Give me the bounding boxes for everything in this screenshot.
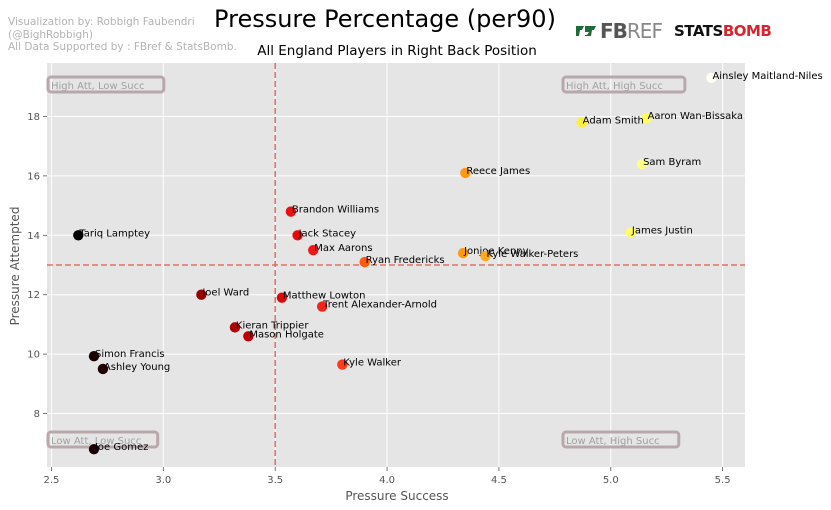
data-point xyxy=(316,301,328,312)
data-point-label: Reece James xyxy=(466,166,530,177)
data-point-label: James Justin xyxy=(631,225,693,236)
x-tick-label: 5.0 xyxy=(603,475,619,486)
data-point-label: Jonjoe Kenny xyxy=(463,246,529,257)
x-tick-label: 4.0 xyxy=(379,475,395,486)
y-axis-label: Pressure Attempted xyxy=(8,207,22,326)
data-point xyxy=(625,227,637,238)
data-point xyxy=(97,363,109,375)
quadrant-label-text: Low Att, Low Succ xyxy=(51,436,141,447)
y-tick-label: 14 xyxy=(27,231,40,242)
logos: FB REF STATSBOMB xyxy=(575,19,772,43)
chart-subtitle: All England Players in Right Back Positi… xyxy=(257,43,537,59)
statsbomb-logo-text-b: BOMB xyxy=(722,22,772,40)
data-point xyxy=(480,250,491,262)
x-tick-label: 3.5 xyxy=(267,475,283,486)
data-point xyxy=(359,256,370,268)
data-point-label: Joe Gomez xyxy=(94,442,148,453)
quadrant-label-box xyxy=(561,430,681,449)
credit-data-source: All Data Supported by : FBref & StatsBom… xyxy=(8,41,237,53)
y-tick-label: 18 xyxy=(27,112,40,123)
fbref-logo-text-a: FB xyxy=(600,19,628,43)
data-point xyxy=(457,247,469,259)
credits: Visualization by: Robbigh Faubendri (@Bi… xyxy=(8,16,237,54)
data-point-label: Simon Francis xyxy=(95,349,165,360)
y-tick-label: 16 xyxy=(27,171,40,182)
quadrant-label-high-att-high-succ: High Att, High Succ xyxy=(561,75,687,94)
data-point xyxy=(706,72,717,84)
data-point-label: Ainsley Maitland-Niles xyxy=(712,71,822,82)
quadrant-label-box xyxy=(46,430,160,449)
data-point-label: Aaron Wan-Bissaka xyxy=(648,111,743,122)
fbref-logo: FB REF xyxy=(575,19,663,43)
data-point xyxy=(196,289,207,300)
data-point-label: Kyle Walker-Peters xyxy=(486,249,578,260)
data-point xyxy=(641,112,652,124)
quadrant-label-text: High Att, Low Succ xyxy=(51,81,145,92)
data-point-label: Trent Alexander-Arnold xyxy=(322,300,437,311)
x-tick-label: 3.0 xyxy=(155,475,171,486)
data-point xyxy=(243,331,254,342)
data-point-label: Jack Stacey xyxy=(298,228,357,239)
data-point-label: Matthew Lowton xyxy=(283,291,366,302)
data-point xyxy=(308,244,319,256)
chart-title: Pressure Percentage (per90) xyxy=(214,5,556,33)
data-point xyxy=(229,322,241,333)
data-point-label: Ryan Fredericks xyxy=(366,255,445,266)
y-tick-label: 8 xyxy=(34,409,40,420)
x-tick-label: 2.5 xyxy=(44,475,60,486)
quadrant-label-low-att-high-succ: Low Att, High Succ xyxy=(561,430,681,449)
data-point xyxy=(73,230,84,241)
quadrant-label-low-att-low-succ: Low Att, Low Succ xyxy=(46,430,160,449)
y-tick-label: 10 xyxy=(27,350,40,361)
data-point xyxy=(636,158,648,170)
quadrant-label-text: High Att, High Succ xyxy=(566,81,663,92)
quadrant-labels: High Att, Low Succ High Att, High Succ Low… xyxy=(46,75,687,449)
data-point-label: Kyle Walker xyxy=(343,358,402,369)
data-point-label: Joel Ward xyxy=(201,288,249,299)
x-tick-label: 4.5 xyxy=(491,475,507,486)
data-point xyxy=(460,167,471,179)
data-points: Ainsley Maitland-Niles Aaron Wan-Bissaka A… xyxy=(73,71,823,455)
data-point-label: Ashley Young xyxy=(104,362,170,373)
quadrant-label-high-att-low-succ: High Att, Low Succ xyxy=(46,75,166,94)
data-point xyxy=(576,117,587,128)
reference-lines xyxy=(47,63,745,467)
data-point-label: Adam Smith xyxy=(583,115,644,126)
data-point-label: Max Aarons xyxy=(314,243,372,254)
data-point xyxy=(88,443,100,455)
data-point-label: Mason Holgate xyxy=(249,329,324,340)
data-point xyxy=(337,359,348,370)
x-tick-label: 5.5 xyxy=(715,475,731,486)
data-point xyxy=(292,230,303,241)
data-point-label: Sam Byram xyxy=(643,157,701,168)
credit-author: Visualization by: Robbigh Faubendri xyxy=(8,16,195,28)
tick-labels: 2.5 3.0 3.5 4.0 4.5 5.0 5.5 8 10 12 14 16 18 xyxy=(27,112,730,486)
x-axis-label: Pressure Success xyxy=(345,489,448,503)
data-point-label: Kieran Trippier xyxy=(236,320,309,331)
credit-handle: (@BighRobbigh) xyxy=(8,28,93,41)
fbref-logo-text-b: REF xyxy=(626,19,663,43)
data-point xyxy=(88,350,100,362)
statsbomb-logo-text-a: STATS xyxy=(673,22,723,40)
y-tick-label: 12 xyxy=(27,290,40,301)
fbref-mark-icon xyxy=(576,26,596,36)
data-point xyxy=(276,292,288,303)
data-point-label: Tariq Lamptey xyxy=(78,228,150,239)
statsbomb-logo: STATSBOMB xyxy=(673,22,772,40)
data-point xyxy=(285,206,297,217)
quadrant-label-box xyxy=(46,75,166,94)
data-point-label: Brandon Williams xyxy=(292,205,379,216)
quadrant-label-box xyxy=(561,75,687,94)
quadrant-label-text: Low Att, High Succ xyxy=(566,436,660,447)
